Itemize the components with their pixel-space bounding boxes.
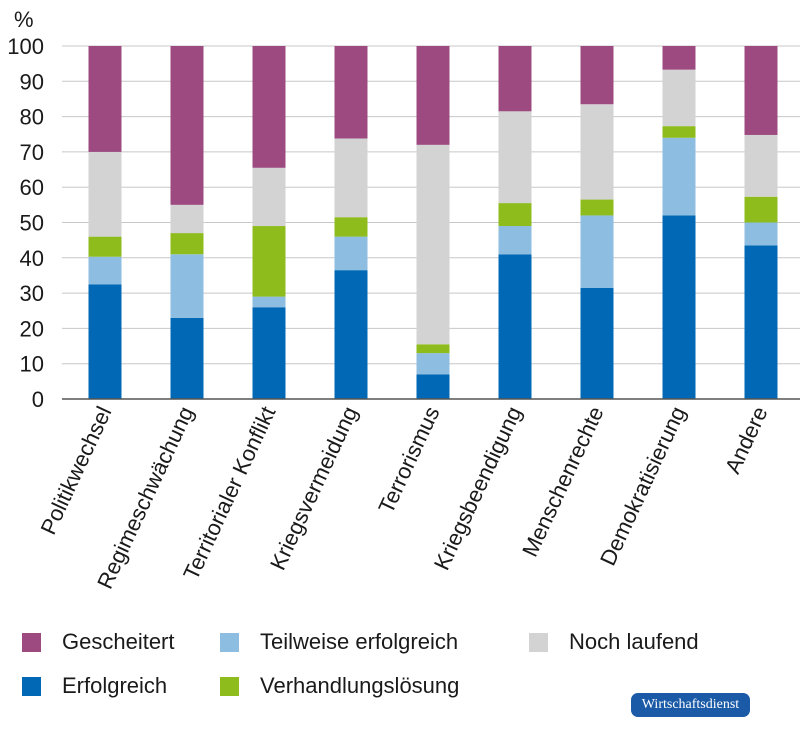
legend-label: Verhandlungslösung [260, 673, 460, 698]
bar-segment [252, 46, 286, 168]
legend-label: Teilweise erfolgreich [260, 629, 459, 654]
y-tick-label: 60 [20, 175, 44, 200]
x-tick-labels: PolitikwechselRegimeschwächungTerritoria… [35, 403, 772, 593]
bar-segment [334, 46, 368, 139]
bar-segment [170, 233, 204, 255]
legend-swatch [22, 632, 41, 652]
legend-swatch [529, 632, 548, 652]
bar-segment [498, 203, 532, 227]
bar-segment [170, 317, 204, 399]
bar-segment [498, 226, 532, 255]
x-tick-label: Andere [720, 403, 773, 478]
bar-segment [88, 151, 122, 237]
y-tick-label: 70 [20, 140, 44, 165]
bar-segment [334, 138, 368, 218]
legend-label: Erfolgreich [62, 673, 168, 698]
bar-segment [580, 104, 614, 200]
bar-segment [416, 374, 450, 399]
bar-segment [416, 353, 450, 375]
legend-label: Gescheitert [62, 629, 175, 654]
y-axis-unit-label: % [14, 7, 34, 32]
bar-segment [88, 284, 122, 399]
x-tick-label: Politikwechsel [35, 403, 116, 539]
legend-item-gescheitert: Gescheitert [22, 627, 175, 657]
bar-segment [252, 167, 286, 227]
x-tick-label: Kriegsvermeidung [265, 403, 363, 574]
bar-segment [416, 344, 450, 354]
legend-item-noch-laufend: Noch laufend [529, 627, 699, 657]
bar-segment [580, 287, 614, 399]
bar-segment [334, 236, 368, 271]
legend-item-verhandlungsloesung: Verhandlungslösung [220, 671, 459, 701]
bar-segment [88, 256, 122, 285]
bar-segment [662, 215, 696, 399]
y-tick-label: 20 [20, 316, 44, 341]
bars [88, 46, 778, 399]
bar-segment [334, 270, 368, 399]
x-tick-label: Menschenrechte [517, 403, 608, 561]
bar-segment [498, 254, 532, 399]
y-tick-labels: 0 10 20 30 40 50 60 70 80 90 100 [7, 34, 44, 412]
bar-segment [416, 144, 450, 345]
bar-segment [744, 245, 778, 399]
bar-segment [744, 196, 778, 223]
legend-item-erfolgreich: Erfolgreich [22, 671, 167, 701]
x-tick-label: Demokratisierung [595, 403, 691, 570]
y-tick-label: 50 [20, 211, 44, 236]
x-tick-label: Kriegsbeendigung [429, 403, 527, 574]
bar-segment [334, 217, 368, 237]
bar-segment [662, 46, 696, 70]
x-tick-label: Territorialer Konflikt [178, 403, 280, 584]
bar-segment [662, 137, 696, 216]
bar-segment [88, 236, 122, 257]
y-tick-label: 10 [20, 352, 44, 377]
legend-swatch [220, 632, 239, 652]
y-tick-label: 80 [20, 105, 44, 130]
y-tick-label: 40 [20, 246, 44, 271]
bar-segment [252, 296, 286, 308]
bar-segment [170, 254, 204, 318]
y-tick-label: 0 [32, 387, 44, 412]
bar-segment [498, 46, 532, 112]
legend-swatch [220, 676, 239, 696]
legend-swatch [22, 676, 41, 696]
bar-segment [662, 126, 696, 138]
legend: Gescheitert Teilweise erfolgreich Noch l… [0, 620, 800, 720]
bar-segment [580, 46, 614, 105]
bar-segment [252, 307, 286, 399]
bar-segment [744, 134, 778, 197]
y-tick-label: 100 [7, 34, 44, 59]
bar-segment [252, 226, 286, 297]
stacked-bar-chart: % 0 10 20 30 40 50 60 70 80 90 100 PolitikwechselR… [7, 7, 800, 593]
bar-segment [744, 222, 778, 246]
y-tick-label: 90 [20, 69, 44, 94]
source-badge: Wirtschaftsdienst [631, 693, 750, 717]
legend-label: Noch laufend [569, 629, 699, 654]
bar-segment [580, 199, 614, 216]
bar-segment [662, 69, 696, 127]
legend-item-teilweise-erfolgreich: Teilweise erfolgreich [220, 627, 458, 657]
y-tick-label: 30 [20, 281, 44, 306]
bar-segment [170, 46, 204, 205]
bar-segment [170, 204, 204, 234]
bar-segment [498, 111, 532, 204]
bar-segment [416, 46, 450, 145]
x-tick-label: Terrorismus [373, 403, 444, 518]
bar-segment [744, 46, 778, 135]
bar-segment [88, 46, 122, 152]
bar-segment [580, 215, 614, 288]
